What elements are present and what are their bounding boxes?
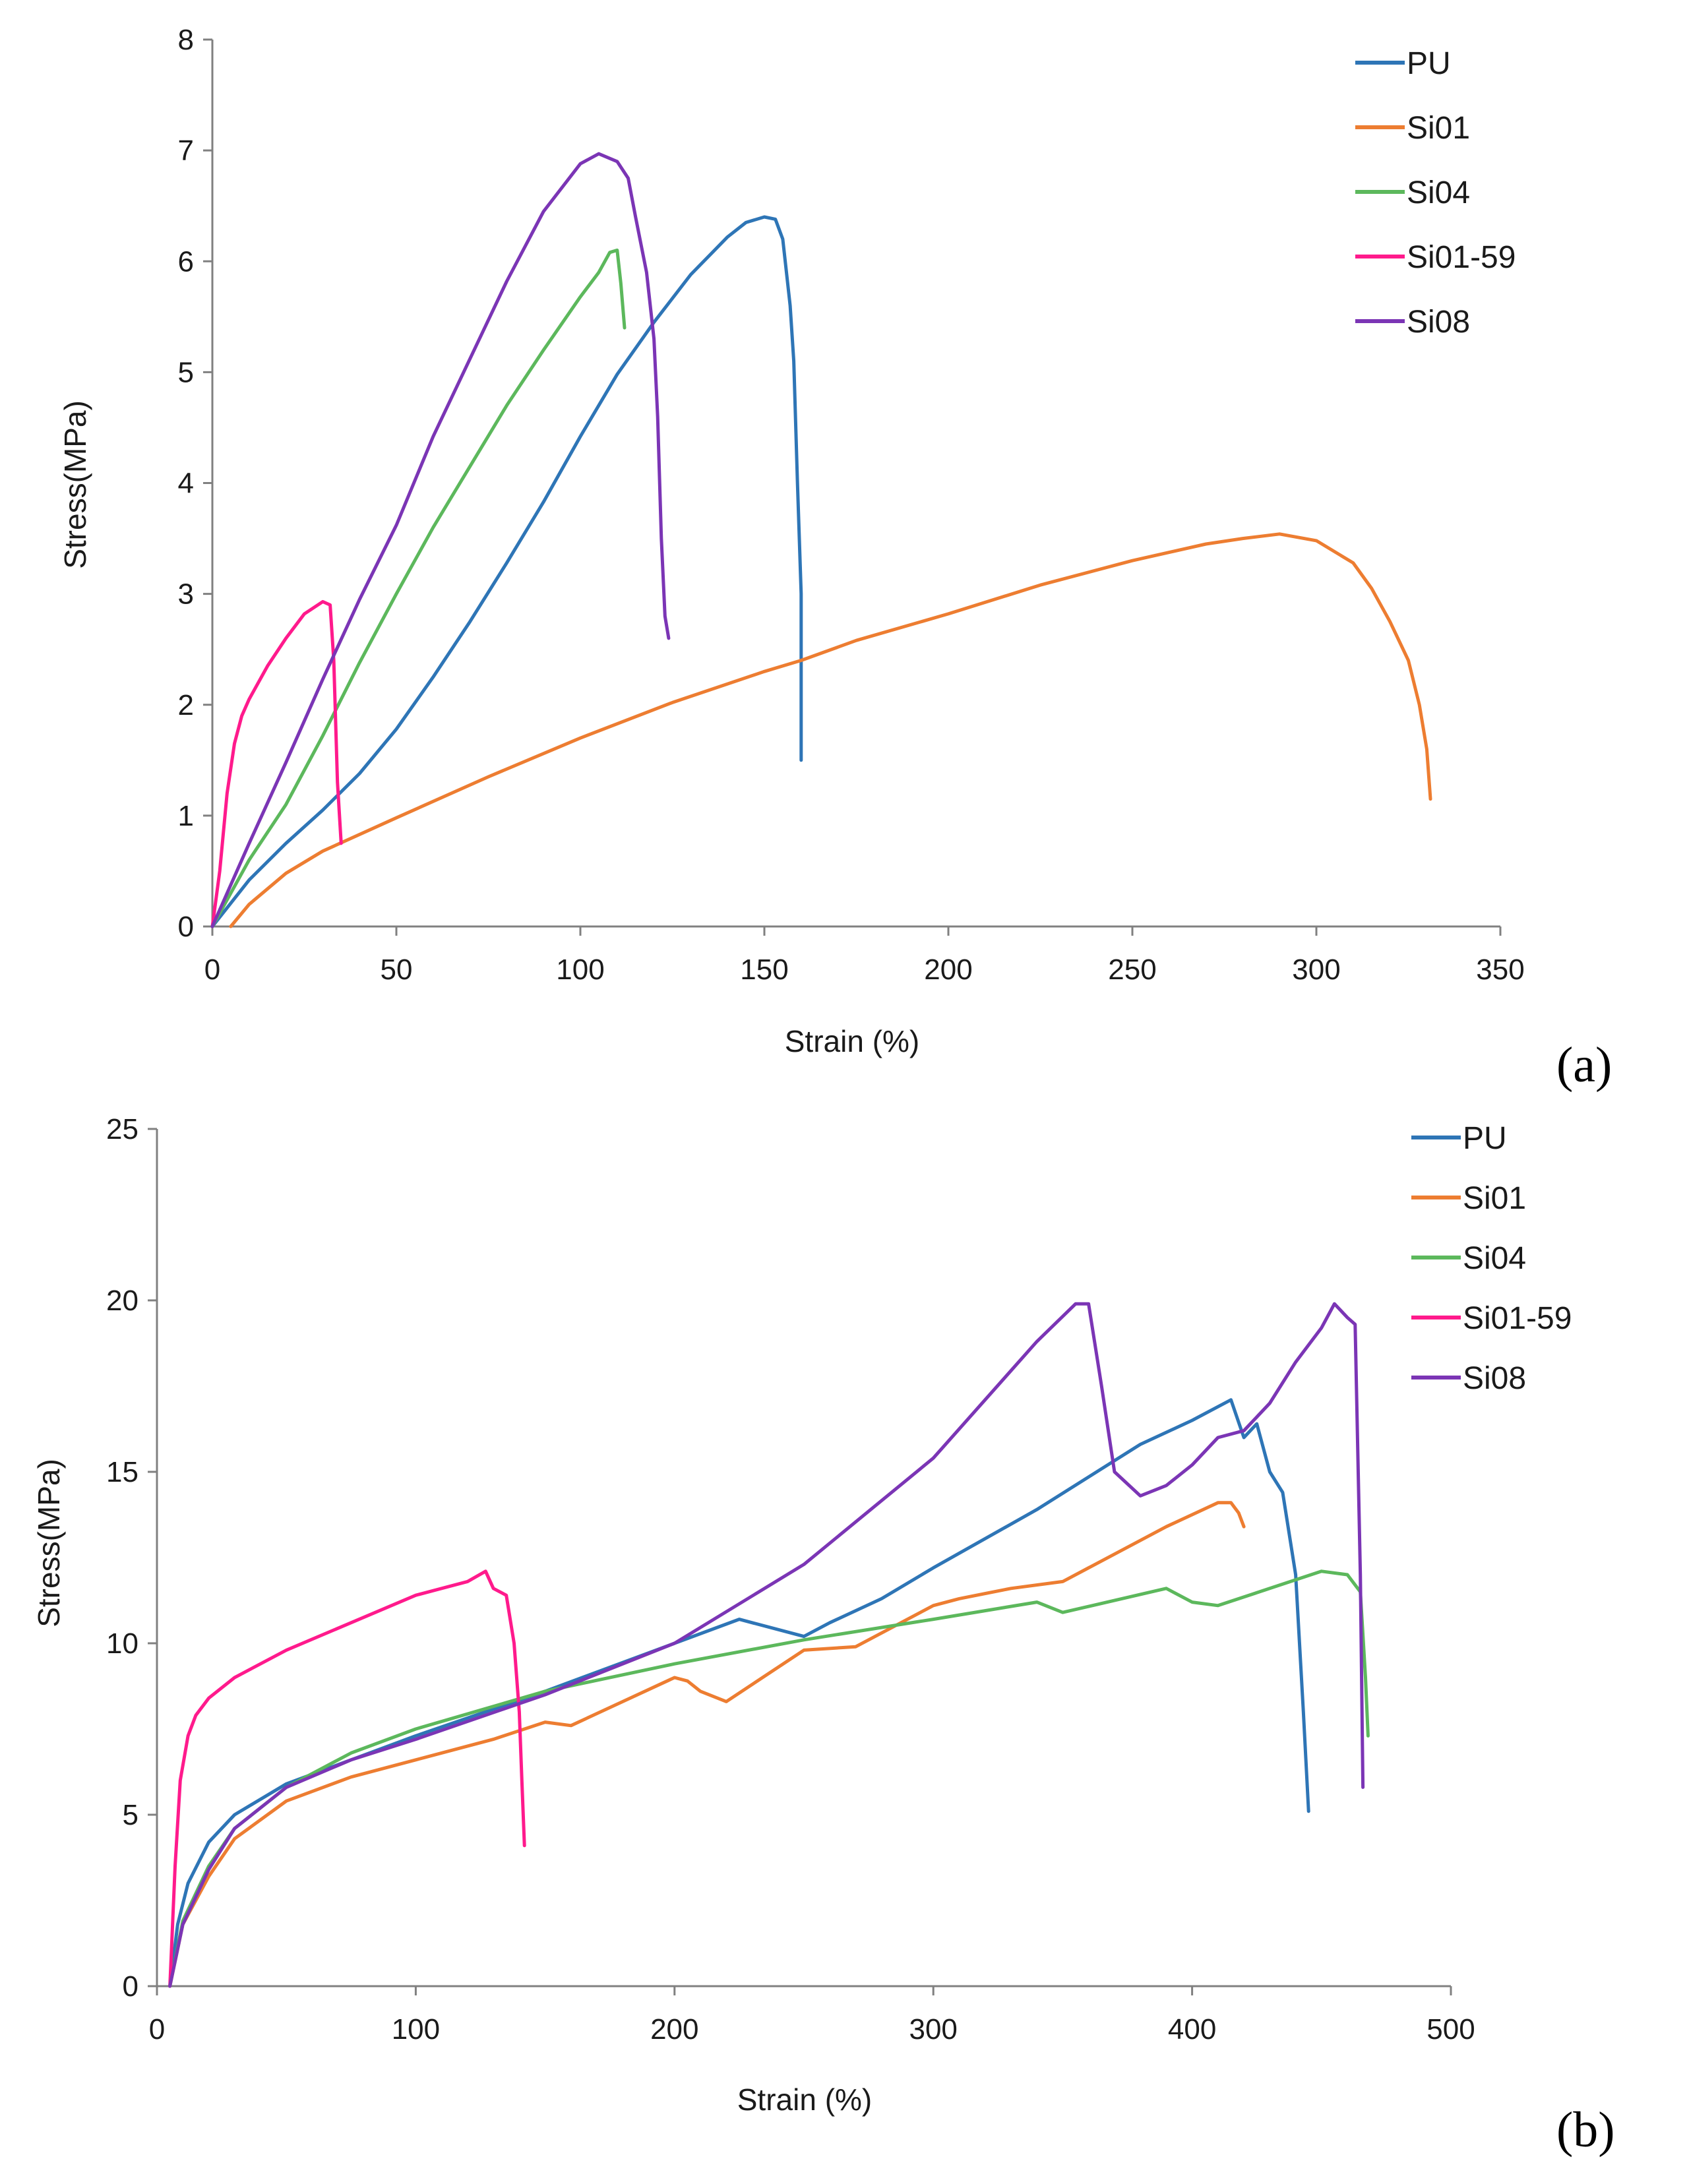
panel-label-b: (b): [1556, 2102, 1615, 2158]
legend-label-si01-59: Si01-59: [1407, 240, 1516, 275]
x-tick-label: 350: [1476, 954, 1524, 986]
chart-panel-a: (a) 0 1 2 3 4 5 6 7 8 0 50 100 150 200 250 300 350 Strain…: [58, 24, 1612, 1093]
panel-label-a: (a): [1556, 1037, 1612, 1093]
y-tick-label: 7: [178, 135, 194, 167]
series-line-si01: [168, 1501, 1246, 1988]
y-tick-label: 3: [178, 578, 194, 611]
y-axis-label: Stress(MPa): [58, 400, 92, 569]
x-tick-label: 400: [1168, 2013, 1216, 2046]
x-tick-label: 300: [909, 2013, 957, 2046]
y-tick-label: 0: [178, 911, 194, 943]
series-line-si01: [229, 532, 1432, 928]
series-line-si04: [210, 248, 627, 928]
y-tick-label: 8: [178, 24, 194, 56]
series-line-si01-59: [210, 599, 343, 928]
y-axis-label: Stress(MPa): [32, 1459, 66, 1627]
y-tick-label: 2: [178, 689, 194, 721]
x-tick-label: 500: [1426, 2013, 1475, 2046]
x-tick-label: 250: [1108, 954, 1156, 986]
legend-label-si01: Si01: [1463, 1181, 1526, 1216]
series-line-pu: [210, 215, 803, 928]
y-tick-label: 15: [106, 1456, 138, 1488]
y-tick-label: 5: [178, 356, 194, 388]
x-tick-label: 50: [381, 954, 413, 986]
legend-label-si08: Si08: [1407, 305, 1470, 340]
series-line-si08: [210, 152, 671, 928]
legend-label-si08: Si08: [1463, 1361, 1526, 1396]
series-line-si01-59: [168, 1569, 526, 1988]
y-tick-label: 10: [106, 1627, 138, 1660]
series-line-si08: [168, 1302, 1365, 1988]
chart-panel-b: (b) 0 5 10 15 20 25 0 100 200 300 400 500 Strain (%)…: [32, 1113, 1615, 2158]
y-tick-label: 4: [178, 468, 194, 500]
x-tick-label: 0: [149, 2013, 165, 2046]
x-tick-label: 0: [204, 954, 220, 986]
legend-label-pu: PU: [1463, 1121, 1507, 1156]
x-tick-label: 100: [556, 954, 604, 986]
legend-label-si04: Si04: [1463, 1241, 1526, 1276]
y-tick-label: 25: [106, 1113, 138, 1145]
y-tick-label: 5: [123, 1799, 138, 1831]
x-tick-label: 200: [650, 2013, 698, 2046]
x-tick-label: 300: [1292, 954, 1340, 986]
x-tick-label: 200: [924, 954, 972, 986]
x-tick-label: 150: [740, 954, 788, 986]
x-tick-label: 100: [392, 2013, 440, 2046]
x-axis-label: Strain (%): [785, 1024, 919, 1058]
x-axis-label: Strain (%): [737, 2082, 872, 2117]
legend-label-si04: Si04: [1407, 175, 1470, 210]
series-line-pu: [168, 1398, 1310, 1988]
y-tick-label: 6: [178, 245, 194, 278]
legend-label-pu: PU: [1407, 46, 1451, 81]
y-tick-label: 1: [178, 800, 194, 832]
legend-label-si01-59: Si01-59: [1463, 1301, 1572, 1336]
legend-label-si01: Si01: [1407, 111, 1470, 146]
y-tick-label: 0: [123, 1970, 138, 2003]
y-tick-label: 20: [106, 1285, 138, 1317]
